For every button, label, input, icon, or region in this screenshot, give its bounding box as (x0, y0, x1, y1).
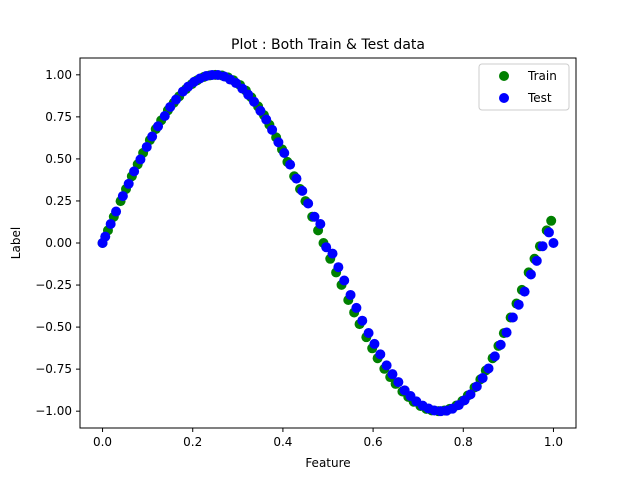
data-point-test (381, 360, 392, 371)
data-point-test (339, 275, 350, 286)
data-point-test (261, 114, 272, 125)
data-point-test (465, 389, 476, 400)
y-tick-label: 1.00 (45, 68, 72, 82)
x-tick-label: 1.0 (544, 435, 563, 449)
y-tick-label: −0.50 (35, 320, 72, 334)
data-point-test (315, 218, 326, 229)
data-point-test (351, 302, 362, 313)
data-point-test (387, 369, 398, 380)
y-tick-label: 0.00 (45, 236, 72, 250)
data-point-test (147, 131, 158, 142)
data-point-test (483, 363, 494, 374)
chart-title: Plot : Both Train & Test data (231, 37, 425, 53)
data-point-test (111, 206, 122, 217)
data-point-test (537, 241, 548, 252)
data-point-test (471, 381, 482, 392)
y-tick-label: −0.75 (35, 362, 72, 376)
x-axis-label: Feature (305, 456, 350, 470)
data-point-test (141, 141, 152, 152)
data-point-test (369, 338, 380, 349)
data-point-test (291, 173, 302, 184)
data-point-test (171, 94, 182, 105)
data-point-test (159, 111, 170, 122)
data-point-test (531, 255, 542, 266)
legend-marker-test (499, 93, 509, 103)
legend-marker-train (499, 71, 509, 81)
data-point-test (519, 286, 530, 297)
y-tick-label: −0.25 (35, 278, 72, 292)
y-tick-label: 0.75 (45, 110, 72, 124)
data-point-test (333, 262, 344, 273)
plot-area (97, 69, 559, 417)
data-point-test (129, 166, 140, 177)
x-tick-label: 0.0 (93, 435, 112, 449)
data-point-test (117, 191, 128, 202)
y-tick-label: −1.00 (35, 404, 72, 418)
data-point-test (543, 227, 554, 238)
data-point-test (309, 211, 320, 222)
data-point-test (393, 377, 404, 388)
data-point-test (153, 121, 164, 132)
legend-label-train: Train (527, 69, 557, 83)
y-axis: −1.00 −0.75 −0.50 −0.25 0.00 0.25 0.50 0.75 1.00 (35, 68, 80, 418)
data-point-test (303, 198, 314, 209)
x-axis: 0.0 0.2 0.4 0.6 0.8 1.0 (93, 428, 563, 449)
x-tick-label: 0.6 (364, 435, 383, 449)
data-point-test (357, 315, 368, 326)
data-point-test (363, 327, 374, 338)
data-point-test (249, 96, 260, 107)
data-point-test (267, 124, 278, 135)
x-tick-label: 0.8 (454, 435, 473, 449)
data-point-test (255, 105, 266, 116)
data-point-test (489, 351, 500, 362)
legend-label-test: Test (527, 91, 552, 105)
data-point-test (165, 101, 176, 112)
data-point-test (285, 159, 296, 170)
data-point-test (100, 231, 111, 242)
x-tick-label: 0.2 (183, 435, 202, 449)
data-point-test (135, 154, 146, 165)
data-point-test (507, 312, 518, 323)
data-point-test (327, 248, 338, 259)
y-tick-label: 0.50 (45, 152, 72, 166)
data-point-test (548, 238, 559, 248)
data-point-test (495, 339, 506, 350)
data-point-test (477, 373, 488, 384)
data-point-test (297, 185, 308, 196)
data-point-test (501, 327, 512, 338)
y-tick-label: 0.25 (45, 194, 72, 208)
data-point-test (279, 148, 290, 159)
x-tick-label: 0.4 (273, 435, 292, 449)
data-point-test (123, 178, 134, 189)
data-point-test (321, 242, 332, 253)
data-point-test (513, 299, 524, 310)
data-point-test (243, 89, 254, 100)
y-axis-label: Label (9, 227, 23, 259)
series-test (97, 69, 559, 417)
data-point-test (525, 269, 536, 280)
data-point-test (375, 349, 386, 360)
data-point-test (345, 289, 356, 300)
data-point-test (273, 137, 284, 148)
data-point-test (105, 218, 116, 229)
legend: Train Test (478, 63, 570, 111)
data-point-train (546, 215, 557, 226)
